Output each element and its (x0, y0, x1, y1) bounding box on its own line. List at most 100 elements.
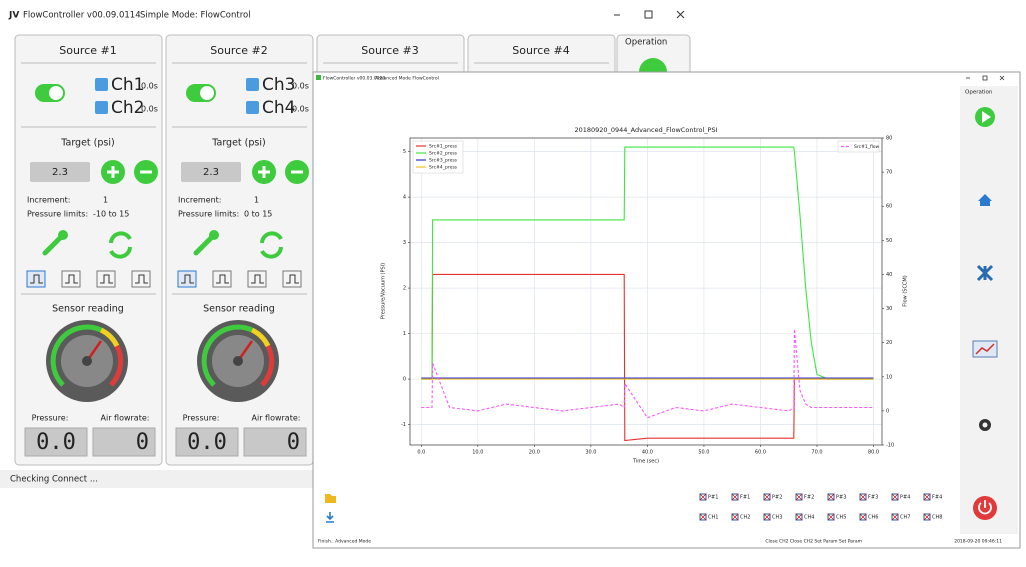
channel-icon (246, 101, 259, 114)
x-tick-label: 60.0 (755, 450, 766, 456)
mode-button[interactable] (247, 270, 267, 288)
y2-tick-label: 30 (886, 306, 892, 312)
legend-box-y2 (837, 140, 880, 153)
flow-value: 0 (136, 430, 149, 455)
x-axis-label: Time (sec) (632, 459, 659, 465)
target-box (181, 162, 241, 182)
channel-label: F#4 (932, 495, 942, 501)
flow-display (243, 427, 307, 457)
checkbox-mark (923, 493, 931, 501)
open-folder-button[interactable] (325, 494, 336, 503)
x-tick-label: 80.0 (868, 450, 879, 456)
series-line (421, 146, 874, 380)
back-window-title: FlowController v00.09.0114 (23, 11, 141, 21)
gauge-red-arc (109, 344, 124, 387)
download-button[interactable] (326, 512, 334, 523)
channel-name: Ch2 (111, 98, 144, 118)
maximize-button[interactable] (644, 10, 653, 19)
checkbox-mark (763, 513, 771, 521)
checkbox-mark (795, 513, 803, 521)
target-value: 2.3 (203, 167, 219, 178)
maximize-button[interactable] (982, 75, 988, 81)
toggle-knob (200, 86, 214, 100)
back-window-controls[interactable] (614, 10, 685, 19)
channel-time: 0.0s (141, 105, 158, 114)
channel-label: P#4 (900, 495, 910, 501)
home-button[interactable] (978, 194, 992, 206)
flow-value: 0 (287, 430, 300, 455)
legend-label: Src#2_press (429, 151, 458, 157)
x-tick-label: 0.0 (417, 450, 425, 456)
wrench-button[interactable] (193, 234, 215, 256)
checkbox-mark (859, 513, 867, 521)
channel-label: F#2 (804, 495, 814, 501)
y-tick-label: 4 (403, 195, 406, 201)
front-window-controls[interactable] (966, 75, 1005, 81)
channel-time: 0.0s (141, 82, 158, 91)
y-tick-label: 3 (403, 240, 406, 246)
mode-button[interactable] (212, 270, 232, 288)
mode-button[interactable] (131, 270, 151, 288)
y2-tick-label: 20 (886, 340, 892, 346)
plot-frame (409, 137, 883, 446)
checkbox-mark (859, 493, 867, 501)
y-tick-label: 0 (403, 377, 406, 383)
close-button[interactable] (999, 75, 1005, 81)
wrench-head (58, 230, 68, 240)
checkbox-mark (891, 513, 899, 521)
front-window-mode: Advanced Mode FlowControl (375, 76, 439, 82)
close-button[interactable] (676, 10, 685, 19)
channel-label: CH8 (932, 515, 942, 521)
flow-display (92, 427, 156, 457)
channel-checkboxes: P#1 F#1 P#2 F#2 P#3 F#3 P#4 F#4 CH1 CH2 CH3 CH4 CH5 C… (699, 493, 942, 521)
y2-tick-label: 60 (886, 204, 892, 210)
channel-icon (95, 101, 108, 114)
y2-tick-label: 80 (886, 136, 892, 142)
y-tick-label: -1 (401, 422, 406, 428)
channel-time: 0.0s (292, 105, 309, 114)
mode-button[interactable] (61, 270, 81, 288)
mode-button[interactable] (177, 270, 197, 288)
sidebar-operation-label: Operation (965, 90, 993, 96)
increment-label: Increment: (27, 196, 70, 205)
back-window-mode: Simple Mode: FlowControl (140, 11, 251, 21)
calibrate-button[interactable] (976, 264, 994, 282)
run-icon (982, 111, 991, 123)
wrench-button[interactable] (42, 234, 64, 256)
pressure-value: 0.0 (36, 430, 76, 455)
plus-icon (107, 166, 119, 178)
channel-label: CH2 (740, 515, 750, 521)
target-label: Target (psi) (211, 138, 265, 149)
gauge-hub (82, 356, 92, 366)
channel-label: CH7 (900, 515, 910, 521)
legend-label: Src#3_press (429, 158, 458, 164)
mode-icon (135, 274, 148, 284)
plus-icon (258, 166, 270, 178)
y2-axis-label: Flow (SCCM) (903, 275, 909, 306)
refresh-button[interactable] (109, 231, 132, 259)
series-line (421, 328, 874, 419)
increment-value: 1 (254, 196, 259, 205)
refresh-button[interactable] (260, 231, 283, 259)
x-tick-label: 30.0 (585, 450, 596, 456)
mode-icon (100, 274, 113, 284)
sidebar (960, 86, 1018, 534)
y-tick-label: 1 (403, 331, 406, 337)
mode-button[interactable] (282, 270, 302, 288)
front-timestamp: 2018-09-20 09:46:11 (954, 539, 1002, 545)
mode-button[interactable] (96, 270, 116, 288)
legend-label: Src#1_flow (854, 144, 880, 150)
front-status-right: Close CH2 Close CH2 Set Param Set Param (765, 539, 862, 545)
gauge-yellow-arc (250, 327, 271, 348)
x-tick-label: 20.0 (529, 450, 540, 456)
pressure-label: Pressure: (32, 414, 69, 423)
back-status-text: Checking Connect ... (10, 475, 98, 485)
checkbox-mark (795, 493, 803, 501)
limits-value: -10 to 15 (93, 210, 129, 219)
front-app-icon (316, 75, 321, 80)
mode-icon (286, 274, 299, 284)
front-window-title: FlowController v00.03.0020 (323, 76, 385, 82)
mode-button[interactable] (26, 270, 46, 288)
